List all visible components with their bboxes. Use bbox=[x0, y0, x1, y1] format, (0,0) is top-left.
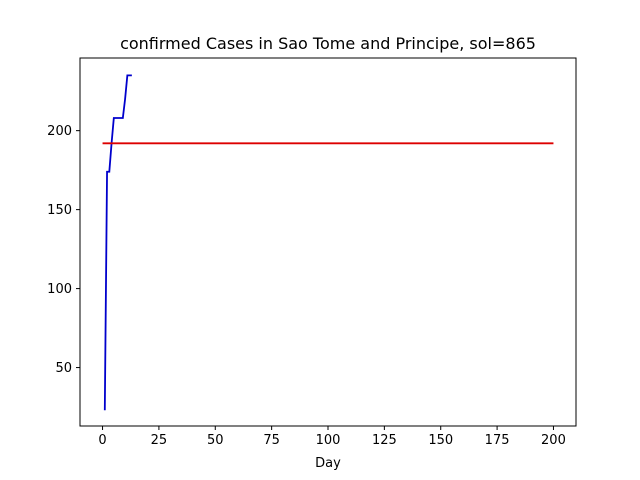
x-tick-label: 75 bbox=[263, 433, 280, 448]
x-tick-label: 150 bbox=[428, 433, 453, 448]
x-tick-label: 50 bbox=[207, 433, 224, 448]
y-tick-label: 200 bbox=[47, 124, 72, 139]
x-axis-label: Day bbox=[315, 456, 341, 471]
x-tick-label: 0 bbox=[98, 433, 106, 448]
x-tick-label: 200 bbox=[541, 433, 566, 448]
chart-title: confirmed Cases in Sao Tome and Principe… bbox=[120, 34, 536, 53]
y-tick-label: 50 bbox=[55, 361, 72, 376]
x-tick-label: 100 bbox=[316, 433, 341, 448]
plot-area bbox=[79, 57, 577, 427]
y-tick-label: 150 bbox=[47, 203, 72, 218]
x-tick-label: 125 bbox=[372, 433, 397, 448]
x-tick-label: 175 bbox=[485, 433, 510, 448]
y-tick-label: 100 bbox=[47, 282, 72, 297]
x-tick-label: 25 bbox=[151, 433, 168, 448]
series-line-1 bbox=[103, 74, 132, 411]
